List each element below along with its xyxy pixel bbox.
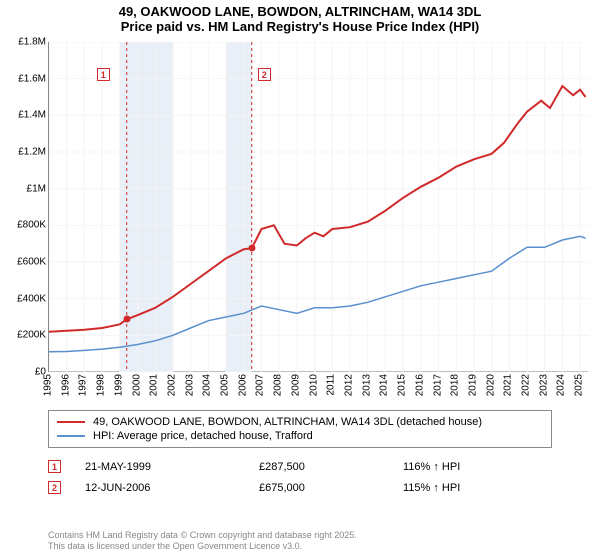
sale-hpi: 116% ↑ HPI <box>403 461 523 473</box>
chart-title-line1: 49, OAKWOOD LANE, BOWDON, ALTRINCHAM, WA… <box>0 4 600 19</box>
x-tick-label: 2022 <box>521 374 532 396</box>
x-tick-label: 2013 <box>361 374 372 396</box>
x-tick-label: 2006 <box>237 374 248 396</box>
legend-swatch <box>57 421 85 423</box>
x-tick-label: 1998 <box>96 374 107 396</box>
attribution: Contains HM Land Registry data © Crown c… <box>48 530 357 552</box>
x-tick-label: 1999 <box>113 374 124 396</box>
y-tick-label: £1.6M <box>18 73 46 84</box>
y-tick-label: £800K <box>17 220 46 231</box>
chart-container: £0£200K£400K£600K£800K£1M£1.2M£1.4M£1.6M… <box>8 42 592 402</box>
y-tick-label: £1.4M <box>18 110 46 121</box>
plot-area: 12 <box>48 42 588 372</box>
x-tick-label: 2004 <box>202 374 213 396</box>
x-tick-label: 2016 <box>414 374 425 396</box>
chart-title-block: 49, OAKWOOD LANE, BOWDON, ALTRINCHAM, WA… <box>0 0 600 34</box>
x-tick-label: 2018 <box>450 374 461 396</box>
x-tick-label: 2014 <box>379 374 390 396</box>
sale-price: £675,000 <box>259 482 379 494</box>
x-tick-label: 2005 <box>220 374 231 396</box>
x-tick-label: 1995 <box>43 374 54 396</box>
legend-label: HPI: Average price, detached house, Traf… <box>93 430 313 442</box>
sale-row-marker: 1 <box>48 460 61 473</box>
sales-table: 1 21-MAY-1999 £287,500 116% ↑ HPI 2 12-JUN-20… <box>48 456 552 498</box>
y-tick-label: £600K <box>17 257 46 268</box>
x-tick-label: 2017 <box>432 374 443 396</box>
sale-marker-dot <box>248 245 255 252</box>
chart-title-line2: Price paid vs. HM Land Registry's House … <box>0 19 600 34</box>
sale-marker-box: 1 <box>97 68 110 81</box>
x-tick-label: 2025 <box>574 374 585 396</box>
attribution-line1: Contains HM Land Registry data © Crown c… <box>48 530 357 541</box>
sale-date: 12-JUN-2006 <box>85 482 235 494</box>
x-tick-label: 2021 <box>503 374 514 396</box>
sale-marker-box: 2 <box>258 68 271 81</box>
y-tick-label: £1M <box>27 183 46 194</box>
legend-row: 49, OAKWOOD LANE, BOWDON, ALTRINCHAM, WA… <box>57 415 543 429</box>
x-tick-label: 2002 <box>166 374 177 396</box>
sale-date: 21-MAY-1999 <box>85 461 235 473</box>
sale-row-marker: 2 <box>48 481 61 494</box>
y-tick-label: £1.2M <box>18 147 46 158</box>
x-tick-label: 2019 <box>467 374 478 396</box>
y-tick-label: £200K <box>17 330 46 341</box>
x-tick-label: 2000 <box>131 374 142 396</box>
legend-label: 49, OAKWOOD LANE, BOWDON, ALTRINCHAM, WA… <box>93 416 482 428</box>
y-tick-label: £400K <box>17 293 46 304</box>
y-axis: £0£200K£400K£600K£800K£1M£1.2M£1.4M£1.6M… <box>8 42 48 372</box>
x-tick-label: 2001 <box>149 374 160 396</box>
attribution-line2: This data is licensed under the Open Gov… <box>48 541 357 552</box>
sale-row: 1 21-MAY-1999 £287,500 116% ↑ HPI <box>48 456 552 477</box>
plot-svg <box>49 42 589 372</box>
legend-swatch <box>57 435 85 437</box>
x-tick-label: 2015 <box>397 374 408 396</box>
x-axis: 1995199619971998199920002001200220032004… <box>48 372 588 402</box>
x-tick-label: 2003 <box>184 374 195 396</box>
sale-hpi: 115% ↑ HPI <box>403 482 523 494</box>
x-tick-label: 2024 <box>556 374 567 396</box>
legend: 49, OAKWOOD LANE, BOWDON, ALTRINCHAM, WA… <box>48 410 552 448</box>
legend-row: HPI: Average price, detached house, Traf… <box>57 429 543 443</box>
x-tick-label: 2011 <box>326 374 337 396</box>
sale-row: 2 12-JUN-2006 £675,000 115% ↑ HPI <box>48 477 552 498</box>
x-tick-label: 2023 <box>538 374 549 396</box>
x-tick-label: 1997 <box>78 374 89 396</box>
x-tick-label: 1996 <box>60 374 71 396</box>
y-tick-label: £1.8M <box>18 37 46 48</box>
x-tick-label: 2010 <box>308 374 319 396</box>
x-tick-label: 2007 <box>255 374 266 396</box>
x-tick-label: 2012 <box>343 374 354 396</box>
x-tick-label: 2009 <box>290 374 301 396</box>
sale-marker-dot <box>123 316 130 323</box>
x-tick-label: 2008 <box>273 374 284 396</box>
x-tick-label: 2020 <box>485 374 496 396</box>
sale-price: £287,500 <box>259 461 379 473</box>
